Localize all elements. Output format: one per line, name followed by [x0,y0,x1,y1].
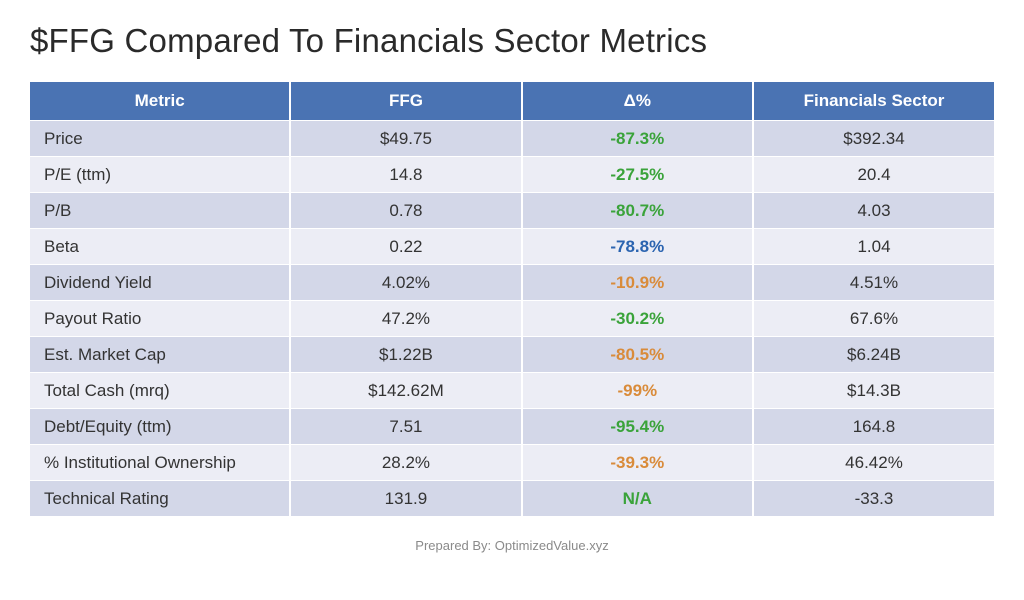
table-body: Price$49.75-87.3%$392.34P/E (ttm)14.8-27… [30,121,994,517]
page-root: $FFG Compared To Financials Sector Metri… [0,0,1024,553]
cell-metric: Est. Market Cap [30,337,290,373]
table-row: Beta0.22-78.8%1.04 [30,229,994,265]
cell-sector: 67.6% [753,301,994,337]
col-header-sector: Financials Sector [753,82,994,121]
cell-ffg: $49.75 [290,121,521,157]
table-row: Dividend Yield4.02%-10.9%4.51% [30,265,994,301]
cell-delta: -30.2% [522,301,753,337]
cell-metric: % Institutional Ownership [30,445,290,481]
cell-sector: 1.04 [753,229,994,265]
cell-ffg: 4.02% [290,265,521,301]
col-header-delta: Δ% [522,82,753,121]
cell-sector: $14.3B [753,373,994,409]
col-header-metric: Metric [30,82,290,121]
cell-delta: -78.8% [522,229,753,265]
cell-delta: -39.3% [522,445,753,481]
cell-sector: 164.8 [753,409,994,445]
cell-sector: 20.4 [753,157,994,193]
cell-metric: P/B [30,193,290,229]
cell-sector: -33.3 [753,481,994,517]
cell-ffg: 28.2% [290,445,521,481]
cell-delta: -95.4% [522,409,753,445]
cell-ffg: 7.51 [290,409,521,445]
page-title: $FFG Compared To Financials Sector Metri… [30,22,994,60]
table-row: Est. Market Cap$1.22B-80.5%$6.24B [30,337,994,373]
table-row: Price$49.75-87.3%$392.34 [30,121,994,157]
cell-delta: -87.3% [522,121,753,157]
cell-sector: $392.34 [753,121,994,157]
col-header-ffg: FFG [290,82,521,121]
table-row: Technical Rating131.9N/A-33.3 [30,481,994,517]
cell-delta: -99% [522,373,753,409]
cell-metric: Price [30,121,290,157]
cell-ffg: $142.62M [290,373,521,409]
cell-metric: Dividend Yield [30,265,290,301]
cell-ffg: 0.78 [290,193,521,229]
cell-ffg: 131.9 [290,481,521,517]
cell-ffg: 14.8 [290,157,521,193]
cell-metric: Beta [30,229,290,265]
cell-sector: $6.24B [753,337,994,373]
footer-note: Prepared By: OptimizedValue.xyz [30,538,994,553]
cell-metric: Total Cash (mrq) [30,373,290,409]
table-row: Total Cash (mrq)$142.62M-99%$14.3B [30,373,994,409]
table-row: Debt/Equity (ttm)7.51-95.4%164.8 [30,409,994,445]
cell-ffg: 47.2% [290,301,521,337]
cell-delta: N/A [522,481,753,517]
metrics-table: Metric FFG Δ% Financials Sector Price$49… [30,82,994,516]
cell-delta: -27.5% [522,157,753,193]
cell-metric: Technical Rating [30,481,290,517]
cell-metric: Payout Ratio [30,301,290,337]
cell-metric: P/E (ttm) [30,157,290,193]
table-row: Payout Ratio47.2%-30.2%67.6% [30,301,994,337]
cell-sector: 4.51% [753,265,994,301]
cell-delta: -10.9% [522,265,753,301]
table-header: Metric FFG Δ% Financials Sector [30,82,994,121]
cell-delta: -80.7% [522,193,753,229]
cell-delta: -80.5% [522,337,753,373]
cell-ffg: $1.22B [290,337,521,373]
cell-ffg: 0.22 [290,229,521,265]
cell-sector: 4.03 [753,193,994,229]
table-row: P/B0.78-80.7%4.03 [30,193,994,229]
cell-metric: Debt/Equity (ttm) [30,409,290,445]
table-row: P/E (ttm)14.8-27.5%20.4 [30,157,994,193]
table-row: % Institutional Ownership28.2%-39.3%46.4… [30,445,994,481]
cell-sector: 46.42% [753,445,994,481]
